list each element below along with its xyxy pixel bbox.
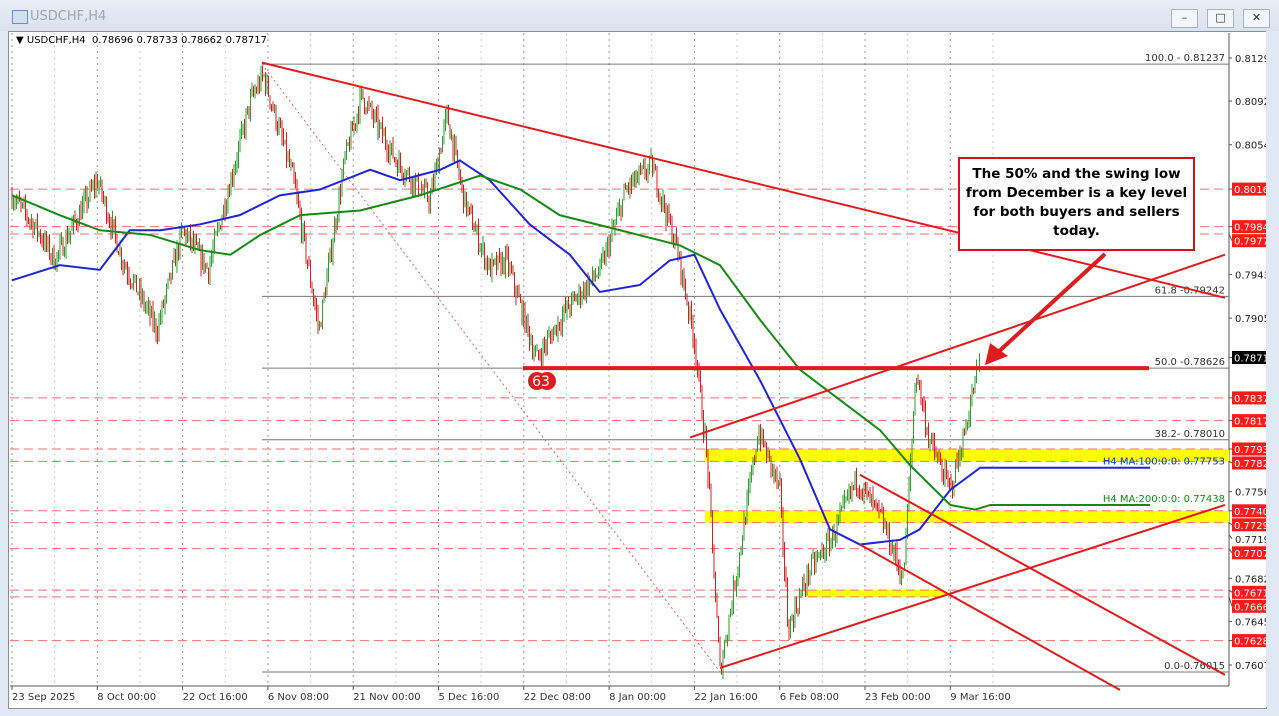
time-tick-label: 6 Feb 08:00 [780,692,839,703]
swing-low-marker [538,372,556,390]
price-tick-label: 0.80545 [1235,141,1276,152]
time-tick-label: 6 Nov 08:00 [268,692,329,703]
price-tick [1228,548,1233,554]
fibonacci-level-label: 38.2- 0.78010 [1155,429,1225,440]
support-resistance-zone [705,448,1229,462]
arrow-head-icon [985,343,1008,365]
level-price-label: 0.76661 [1234,602,1275,613]
time-tick-label: 8 Oct 00:00 [97,692,156,703]
time-tick-label: 22 Oct 16:00 [183,692,248,703]
price-tick-label: 0.76075 [1235,661,1276,672]
chart-legend: ▼ USDCHF,H4 0.78696 0.78733 0.78662 0.78… [16,35,267,46]
level-price-tag [1232,234,1275,248]
price-tick-label: 0.77565 [1235,488,1276,499]
fibonacci-level-label: 50.0 -0.78626 [1155,357,1225,368]
level-price-label: 0.76719 [1234,588,1275,599]
level-price-label: 0.77931 [1234,445,1275,456]
level-price-tag [1232,182,1275,196]
chart-window-icon [12,10,28,24]
price-tick-label: 0.76820 [1235,574,1276,585]
level-price-tag [1232,456,1275,470]
price-tick-label: 0.79055 [1235,314,1276,325]
ma100-label: H4 MA:100:0:0: 0.77753 [1103,457,1225,468]
legend-open: 0.78696 [91,35,134,46]
time-tick-label: 9 Mar 16:00 [950,692,1010,703]
level-price-label: 0.79841 [1234,223,1275,234]
level-price-tag [1232,442,1275,456]
right-scroll-strip [1266,31,1279,707]
price-tick [1228,534,1233,540]
level-price-label: 0.78175 [1234,417,1275,428]
price-tick [1228,460,1233,464]
trendline [689,253,1226,439]
fibonacci-level-label: 0.0-0.76015 [1164,661,1225,672]
level-price-tag [1232,220,1275,234]
support-resistance-zone [705,510,1229,523]
fibonacci-level-label: 100.0 - 0.81237 [1145,53,1225,64]
level-price-label: 0.78370 [1234,394,1275,405]
close-button[interactable]: ✕ [1243,9,1270,28]
level-price-tag [1232,585,1275,599]
annotation-callout: The 50% and the swing low from December … [958,157,1195,251]
ma200-label: H4 MA:200:0:0: 0.77438 [1103,494,1225,505]
level-price-tag [1232,546,1275,560]
last-price-label: 0.78717 [1234,353,1275,364]
collapse-triangle-icon[interactable]: ▼ [16,35,24,46]
level-price-label: 0.77825 [1234,459,1275,470]
window-title: USDCHF,H4 [30,9,107,24]
time-tick-label: 5 Dec 16:00 [439,692,500,703]
time-tick-label: 23 Sep 2025 [12,692,75,703]
time-tick-label: 21 Nov 00:00 [353,692,420,703]
level-price-label: 0.77075 [1234,549,1275,560]
time-tick-label: 22 Dec 08:00 [524,692,591,703]
trendline [719,504,1226,669]
candles [11,65,980,680]
price-tick [1228,522,1233,526]
ma100-line [11,159,1150,546]
ma200-line [11,174,1150,511]
legend-close: 0.78717 [225,35,267,46]
support-resistance-zone [805,590,945,597]
time-tick-label: 23 Feb 00:00 [865,692,931,703]
window-titlebar: USDCHF,H4 – □ ✕ [0,0,1279,31]
price-tick [1228,233,1233,241]
level-price-tag [1232,634,1275,648]
trendline [859,473,1226,676]
level-price-tag [1232,391,1275,405]
level-price-label: 0.79778 [1234,237,1275,248]
level-price-tag [1232,504,1275,518]
callout-arrow [993,252,1107,357]
restore-button[interactable]: □ [1207,9,1234,28]
legend-symbol: USDCHF,H4 [26,35,86,46]
level-price-label: 0.77298 [1234,521,1275,532]
level-price-tag [1232,599,1275,613]
fibonacci-diagonal [261,63,721,673]
time-tick-label: 22 Jan 16:00 [694,692,757,703]
last-price-tag [1232,350,1275,364]
level-price-label: 0.76285 [1234,637,1275,648]
level-price-tag [1232,518,1275,532]
trendline [261,61,1226,299]
price-tick-label: 0.77195 [1235,535,1276,546]
time-tick-label: 8 Jan 00:00 [609,692,666,703]
level-price-label: 0.77400 [1234,507,1275,518]
trendline [859,543,1121,691]
swing-low-label: 63 [532,374,550,390]
price-tick-label: 0.79430 [1235,271,1276,282]
legend-high: 0.78733 [136,35,178,46]
price-tick-label: 0.76450 [1235,617,1276,628]
price-tick [1228,596,1233,607]
minimize-button[interactable]: – [1171,9,1198,28]
level-price-tag [1232,414,1275,428]
price-tick-label: 0.81290 [1235,54,1276,65]
price-tick-label: 0.80920 [1235,97,1276,108]
price-tick [1228,589,1233,593]
legend-low: 0.78662 [181,35,223,46]
level-price-label: 0.80164 [1234,185,1275,196]
fibonacci-level-label: 61.8 -0.79242 [1155,285,1225,296]
